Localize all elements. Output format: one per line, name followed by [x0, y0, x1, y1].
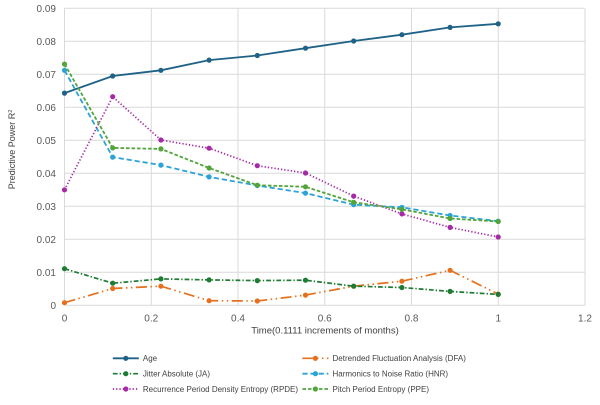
svg-text:0.05: 0.05: [37, 136, 57, 147]
svg-text:0.06: 0.06: [37, 103, 57, 114]
svg-text:Jitter Absolute (JA): Jitter Absolute (JA): [143, 370, 210, 379]
svg-text:Pitch Period Entropy (PPE): Pitch Period Entropy (PPE): [333, 385, 430, 394]
svg-text:0.09: 0.09: [37, 4, 57, 15]
svg-text:1: 1: [495, 313, 501, 324]
svg-text:0: 0: [50, 301, 56, 312]
svg-text:Predictive Power R2: Predictive Power R2: [7, 110, 17, 190]
svg-text:0.04: 0.04: [37, 169, 57, 180]
svg-text:0.03: 0.03: [37, 202, 57, 213]
svg-text:Age: Age: [143, 354, 158, 363]
svg-text:Harmonics to Noise Ratio (HNR): Harmonics to Noise Ratio (HNR): [333, 370, 449, 379]
svg-text:0.8: 0.8: [405, 313, 419, 324]
svg-text:1.2: 1.2: [578, 313, 592, 324]
svg-text:0.08: 0.08: [37, 37, 57, 48]
svg-text:0.01: 0.01: [37, 268, 57, 279]
svg-text:Time(0.1111 increments of mont: Time(0.1111 increments of months): [251, 325, 398, 336]
svg-text:0.07: 0.07: [37, 70, 57, 81]
svg-text:0.6: 0.6: [318, 313, 332, 324]
svg-text:Recurrence Period Density Entr: Recurrence Period Density Entropy (RPDE): [143, 385, 299, 394]
svg-text:0.2: 0.2: [144, 313, 158, 324]
svg-text:0.02: 0.02: [37, 235, 57, 246]
svg-text:0.4: 0.4: [231, 313, 245, 324]
svg-text:Detrended Fluctuation Analysis: Detrended Fluctuation Analysis (DFA): [333, 354, 467, 363]
svg-text:0: 0: [62, 313, 68, 324]
